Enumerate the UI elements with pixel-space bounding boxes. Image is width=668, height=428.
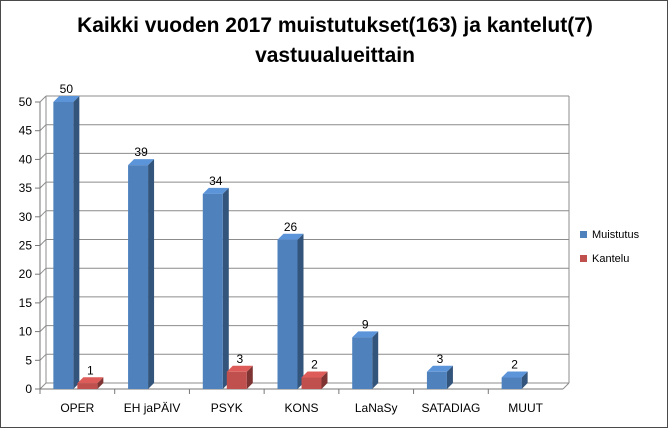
legend-swatch xyxy=(580,255,587,262)
y-tick-label: 40 xyxy=(19,152,33,166)
data-label: 3 xyxy=(236,352,243,366)
bar-top xyxy=(301,371,328,378)
bar-side xyxy=(297,233,304,389)
bar-side xyxy=(73,96,80,389)
y-tick-label: 45 xyxy=(19,124,33,138)
bar-side xyxy=(148,159,155,389)
bar-top xyxy=(426,365,453,372)
x-tick-label: KONS xyxy=(284,401,318,415)
y-tick-label: 35 xyxy=(19,181,33,195)
bar xyxy=(202,193,223,389)
y-tick-label: 25 xyxy=(19,239,33,253)
data-label: 2 xyxy=(511,358,518,372)
chart-title-line-2: vastuualueittain xyxy=(255,44,415,67)
x-tick-label: MUUT xyxy=(508,401,543,415)
chart-title: Kaikki vuoden 2017 muistutukset(163) ja … xyxy=(1,11,668,71)
bar-side xyxy=(321,371,328,389)
y-tick-label: 0 xyxy=(25,382,32,396)
bar-side xyxy=(246,365,253,389)
gridline-side xyxy=(39,353,47,361)
bar-top xyxy=(128,159,155,166)
gridline-side xyxy=(39,239,47,246)
gridline-side xyxy=(39,153,47,160)
bar-top xyxy=(501,371,528,378)
data-label: 39 xyxy=(134,145,148,159)
legend: Muistutus Kantelu xyxy=(580,229,640,265)
data-labels: 50 39 34 26 9 3 2 1 3 2 xyxy=(60,82,519,377)
bar-top xyxy=(53,96,80,102)
data-label: 1 xyxy=(87,363,94,377)
gridline-side xyxy=(39,124,47,132)
floor-edge xyxy=(562,382,570,390)
gridline-side xyxy=(39,95,47,103)
bar xyxy=(352,337,373,389)
x-tick-label: PSYK xyxy=(211,401,243,415)
gridline-side xyxy=(39,181,47,189)
bar xyxy=(301,377,322,389)
bar-top xyxy=(202,187,229,194)
data-label: 34 xyxy=(209,174,223,188)
data-label: 3 xyxy=(437,352,444,366)
data-label: 50 xyxy=(60,82,74,96)
data-label: 2 xyxy=(311,358,318,372)
y-tick-label: 5 xyxy=(25,353,32,367)
bar xyxy=(501,377,522,389)
legend-label: Kantelu xyxy=(592,253,629,265)
bar-side xyxy=(446,365,453,389)
axes: 0 5 10 15 20 25 30 35 40 45 50 OPER EH jaPÄIV PSYK KON… xyxy=(19,95,570,415)
x-tick-label: EH jaPÄIV xyxy=(124,401,181,415)
x-tick-label: LaNaSy xyxy=(355,401,398,415)
bar xyxy=(426,371,447,389)
y-tick-label: 50 xyxy=(19,95,33,109)
bars xyxy=(53,96,528,389)
legend-swatch xyxy=(580,231,587,238)
bar-side xyxy=(521,371,528,389)
gridline-side xyxy=(39,210,47,218)
bar xyxy=(77,383,98,389)
bar xyxy=(226,371,247,389)
gridline-side xyxy=(39,267,47,275)
chart-title-line-1: Kaikki vuoden 2017 muistutukset(163) ja … xyxy=(77,14,593,37)
bar-side xyxy=(222,187,229,389)
bar-top xyxy=(277,233,304,240)
bar-top xyxy=(352,331,379,338)
data-label: 9 xyxy=(362,317,369,331)
gridline-side xyxy=(39,325,47,332)
y-tick-label: 10 xyxy=(19,325,33,339)
y-tick-label: 15 xyxy=(19,296,33,310)
bar-side xyxy=(372,331,379,389)
legend-label: Muistutus xyxy=(592,229,640,241)
data-label: 26 xyxy=(284,220,298,234)
y-tick-label: 30 xyxy=(19,210,33,224)
bar-top xyxy=(77,377,104,384)
x-tick-label: OPER xyxy=(60,401,94,415)
bar xyxy=(128,165,149,389)
bar-side xyxy=(97,377,104,389)
y-tick-label: 20 xyxy=(19,267,33,281)
bar xyxy=(53,102,74,389)
bar-top xyxy=(226,365,253,372)
gridlines xyxy=(39,95,570,390)
bar xyxy=(277,239,298,389)
x-tick-label: SATADIAG xyxy=(421,401,480,415)
gridline-side xyxy=(39,382,47,390)
gridline-side xyxy=(39,296,47,304)
